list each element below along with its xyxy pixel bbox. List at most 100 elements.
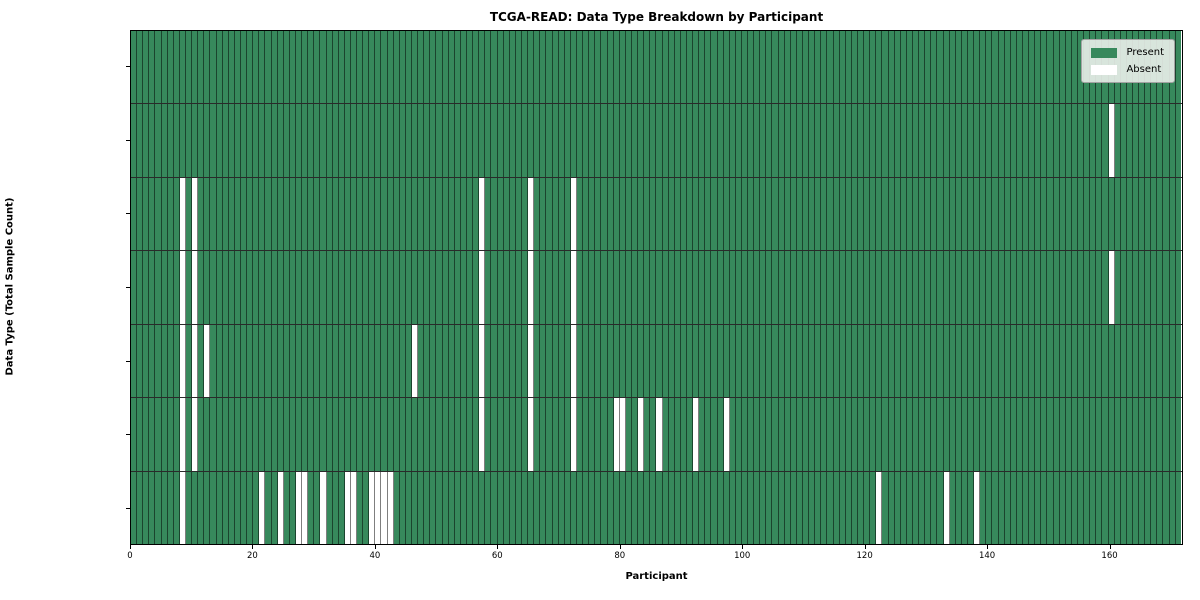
heatmap-cell [302, 104, 309, 177]
heatmap-cell [155, 251, 162, 324]
heatmap-cell [424, 177, 431, 251]
heatmap-cell [595, 177, 602, 251]
heatmap-cell [870, 398, 877, 471]
heatmap-cell [228, 251, 235, 324]
heatmap-cell [772, 177, 779, 251]
heatmap-cell [485, 251, 492, 324]
heatmap-cell [1132, 398, 1140, 471]
heatmap-cell [992, 398, 999, 471]
heatmap-cell [479, 104, 486, 177]
heatmap-cell [980, 398, 987, 471]
heatmap-cell [778, 398, 785, 471]
heatmap-cell [155, 104, 162, 177]
heatmap-cell [913, 471, 920, 544]
heatmap-cell [766, 398, 773, 471]
heatmap-cell [699, 398, 706, 471]
heatmap-cell [295, 251, 303, 324]
heatmap-cell [448, 471, 455, 544]
heatmap-cell [546, 398, 553, 471]
heatmap-cell [283, 324, 290, 398]
heatmap-cell [894, 398, 901, 471]
heatmap-cell [161, 31, 168, 104]
heatmap-cell [540, 251, 547, 324]
heatmap-cell [314, 251, 321, 324]
heatmap-cell [240, 31, 248, 104]
heatmap-cell [185, 177, 193, 251]
heatmap-cell [595, 31, 602, 104]
heatmap-cell [638, 104, 645, 177]
heatmap-cell [338, 104, 345, 177]
heatmap-cell [259, 104, 266, 177]
heatmap-cell [210, 251, 217, 324]
heatmap-cell [277, 31, 284, 104]
heatmap-cell [448, 177, 455, 251]
heatmap-cell [754, 251, 761, 324]
heatmap-cell [558, 31, 565, 104]
heatmap-cell [1120, 251, 1127, 324]
heatmap-cell [1151, 177, 1158, 251]
heatmap-cell [430, 324, 437, 398]
legend-entry-present: Present [1091, 47, 1164, 58]
heatmap-cell [839, 471, 846, 544]
heatmap-cell [314, 471, 321, 544]
heatmap-cell [558, 251, 565, 324]
heatmap-cell [338, 177, 345, 251]
heatmap-cell [723, 398, 730, 471]
heatmap-cell [460, 251, 468, 324]
heatmap-cell [460, 398, 468, 471]
heatmap-cell [522, 324, 529, 398]
heatmap-cell [1010, 177, 1017, 251]
heatmap-cell [491, 324, 498, 398]
heatmap-cell [961, 398, 968, 471]
heatmap-cell [668, 104, 675, 177]
heatmap-cell [289, 104, 296, 177]
heatmap-cell [363, 324, 370, 398]
heatmap-cell [686, 31, 694, 104]
heatmap-cell [405, 104, 413, 177]
heatmap-cell [216, 324, 223, 398]
heatmap-cell [583, 398, 590, 471]
heatmap-cell [418, 31, 425, 104]
heatmap-cell [149, 398, 156, 471]
heatmap-cell [418, 104, 425, 177]
heatmap-cell [405, 31, 413, 104]
heatmap-cell [137, 324, 144, 398]
y-tick-mark [126, 434, 130, 436]
heatmap-cell [503, 471, 510, 544]
heatmap-cell [925, 398, 932, 471]
heatmap-cell [503, 398, 510, 471]
heatmap-cell [858, 324, 865, 398]
heatmap-cell [131, 398, 138, 471]
heatmap-cell [625, 324, 632, 398]
heatmap-cell [1047, 251, 1054, 324]
y-axis-label: Data Type (Total Sample Count) [4, 197, 16, 376]
heatmap-cell [693, 104, 700, 177]
heatmap-cell [754, 177, 761, 251]
heatmap-cell [204, 177, 211, 251]
heatmap-cell [131, 251, 138, 324]
heatmap-cell [766, 324, 773, 398]
heatmap-cell [1016, 31, 1023, 104]
heatmap-cell [906, 104, 913, 177]
heatmap-cell [858, 471, 865, 544]
heatmap-cell [662, 398, 669, 471]
heatmap-cell [589, 324, 596, 398]
heatmap-cell [1090, 104, 1097, 177]
heatmap-cell [638, 471, 645, 544]
heatmap-cell [369, 398, 376, 471]
heatmap-cell [143, 471, 150, 544]
heatmap-cell [271, 104, 278, 177]
heatmap-cell [699, 471, 706, 544]
x-tick-label: 60 [491, 551, 503, 561]
heatmap-cell [833, 471, 840, 544]
heatmap-cell [613, 104, 620, 177]
heatmap-cell [314, 398, 321, 471]
heatmap-cell [1035, 398, 1042, 471]
heatmap-cell [735, 251, 742, 324]
heatmap-cell [729, 177, 736, 251]
heatmap-cell [851, 324, 859, 398]
heatmap-cell [967, 398, 975, 471]
heatmap-cell [259, 251, 266, 324]
heatmap-cell [558, 398, 565, 471]
x-tick-mark [130, 545, 131, 549]
